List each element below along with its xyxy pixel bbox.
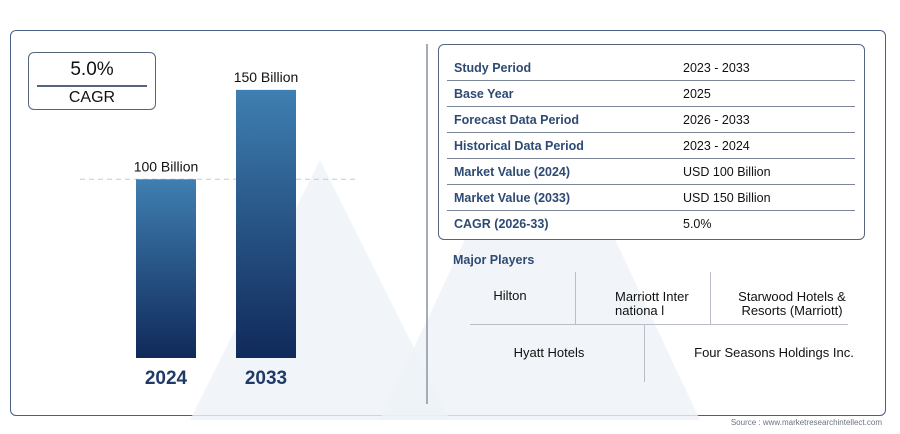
table-row: CAGR (2026-33) 5.0% [447,210,855,236]
cagr-value: 5.0% [70,59,114,80]
section-divider [426,44,428,404]
player-marriott: Marriott Internationa l [615,289,689,318]
table-value: 5.0% [683,217,712,231]
data-label: 100 Billion [134,158,199,174]
category-label: 2024 [145,368,188,389]
player-hyatt: Hyatt Hotels [513,345,585,360]
player-four-seasons: Four Seasons Holdings Inc. [694,345,854,360]
table-value: USD 150 Billion [683,191,771,205]
table-row: Historical Data Period 2023 - 2024 [447,132,855,159]
player-divider [710,272,711,324]
table-row: Market Value (2024) USD 100 Billion [447,158,855,185]
table-key: Market Value (2033) [454,191,571,205]
major-players-title: Major Players [453,253,535,267]
cagr-divider [37,85,147,87]
table-value: 2023 - 2024 [683,139,750,153]
table-value: 2025 [683,87,711,101]
table-value: USD 100 Billion [683,165,771,179]
table-row: Market Value (2033) USD 150 Billion [447,184,855,211]
table-key: Market Value (2024) [454,165,571,179]
player-divider [575,272,576,324]
table-key: Historical Data Period [454,139,584,153]
player-divider [644,324,645,382]
player-divider [470,324,848,325]
cagr-label: CAGR [68,89,116,106]
data-label: 150 Billion [234,69,299,85]
cagr-box: 5.0% CAGR [28,52,156,110]
table-row: Forecast Data Period 2026 - 2033 [447,106,855,133]
market-bar-chart: 100 Billion 2024 150 Billion 2033 [80,69,355,389]
bar-2033 [236,89,296,358]
table-key: CAGR (2026-33) [454,217,549,231]
table-key: Forecast Data Period [454,113,580,127]
bar-2024 [136,179,196,358]
table-key: Study Period [454,61,532,75]
table-key: Base Year [454,87,514,101]
player-hilton: Hilton [493,288,527,303]
table-value: 2023 - 2033 [683,61,750,75]
source-note: Source : www.marketresearchintellect.com [730,418,882,427]
table-row: Study Period 2023 - 2033 [447,54,855,81]
table-row: Base Year 2025 [447,80,855,107]
player-starwood: Starwood Hotels & Resorts (Marriott) [738,289,846,318]
table-value: 2026 - 2033 [683,113,750,127]
category-label: 2033 [245,368,287,389]
study-table: Study Period 2023 - 2033 Base Year 2025 Fore… [438,44,865,240]
